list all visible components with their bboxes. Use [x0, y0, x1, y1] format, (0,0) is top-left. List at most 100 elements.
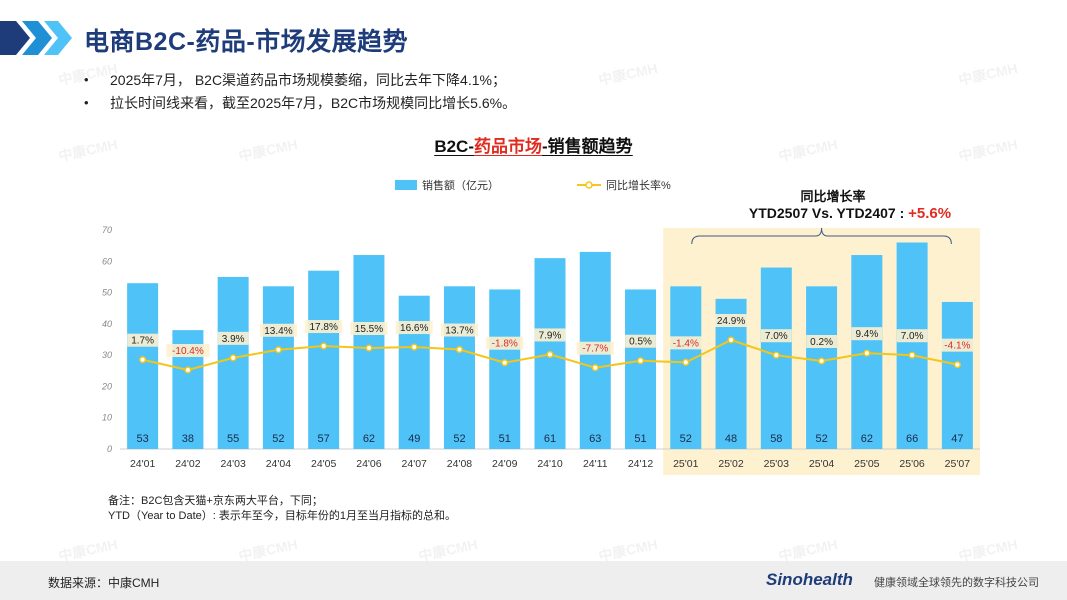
chevron-arrows-icon — [0, 21, 72, 55]
bar-value-label: 62 — [861, 433, 873, 445]
growth-label-bg — [395, 321, 433, 335]
growth-label: 15.5% — [355, 324, 383, 335]
growth-label: 13.4% — [264, 326, 292, 337]
growth-label: 7.0% — [765, 331, 788, 342]
chart-title: B2C-药品市场-销售额趋势 — [434, 137, 633, 156]
growth-label-bg — [712, 314, 750, 327]
growth-label: 16.6% — [400, 323, 428, 334]
legend-line-swatch — [577, 181, 601, 189]
growth-label: -1.4% — [673, 338, 699, 349]
x-tick-label: 25'01 — [673, 458, 699, 470]
bar-value-label: 66 — [906, 433, 918, 445]
y-tick-label: 20 — [101, 381, 112, 391]
bar-24'01 — [127, 283, 159, 449]
data-source: 数据来源：中康CMH — [48, 576, 160, 590]
growth-point-24'11 — [591, 364, 599, 372]
growth-point-24'08 — [455, 345, 464, 354]
chart-legend: 销售额（亿元） 同比增长率% — [395, 177, 671, 193]
brand-tagline: 健康领域全球领先的数字科技公司 — [874, 577, 1039, 589]
bar-25'04 — [806, 286, 838, 449]
growth-label: 1.7% — [131, 336, 154, 347]
bar-24'12 — [625, 289, 657, 449]
growth-point-25'03 — [772, 351, 780, 359]
bar-value-label: 47 — [951, 433, 963, 445]
bar-value-label: 52 — [272, 433, 284, 445]
growth-label-bg — [760, 329, 792, 343]
growth-label: 7.0% — [901, 331, 924, 342]
bar-value-label: 58 — [770, 433, 782, 445]
growth-label-bg — [486, 336, 524, 350]
ytd-bracket — [691, 227, 952, 245]
x-tick-label: 25'07 — [945, 458, 971, 470]
footnote: 备注：B2C包含天猫+京东两大平台，下同； — [108, 495, 323, 507]
growth-point-25'07 — [953, 361, 961, 369]
growth-label: -1.8% — [492, 339, 518, 350]
bar-value-label: 51 — [499, 433, 511, 445]
x-tick-label: 25'04 — [809, 458, 835, 470]
growth-label: -4.1% — [944, 341, 970, 352]
growth-point-24'09 — [501, 359, 509, 367]
growth-label-bg — [350, 321, 388, 335]
bar-24'08 — [443, 286, 475, 449]
x-tick-label: 24'07 — [402, 458, 428, 470]
x-tick-label: 24'09 — [492, 458, 518, 470]
summary-bullets: • 2025年7月， B2C渠道药品市场规模萎缩，同比去年下降4.1%； • 拉长时… — [84, 70, 516, 116]
growth-label: 9.4% — [855, 329, 878, 340]
growth-point-24'04 — [274, 346, 282, 354]
footnote: YTD（Year to Date）: 表示年至今，目标年份的1月至当月指标的总和… — [108, 510, 456, 522]
legend-bar-label: 销售额（亿元） — [422, 180, 499, 192]
y-tick-label: 10 — [102, 413, 112, 423]
ytd-label: 同比增长率 — [800, 189, 866, 204]
bar-24'03 — [217, 276, 249, 449]
x-tick-label: 24'12 — [628, 458, 654, 470]
bar-25'01 — [670, 286, 702, 449]
bar-24'09 — [489, 289, 521, 449]
y-tick-label: 30 — [102, 350, 112, 360]
growth-label-bg — [938, 338, 976, 352]
y-tick-label: 0 — [107, 444, 112, 454]
growth-label: -10.4% — [172, 346, 204, 357]
growth-point-25'04 — [818, 357, 826, 365]
growth-point-24'02 — [184, 366, 192, 374]
y-tick-label: 40 — [102, 319, 112, 329]
growth-label-bg — [534, 328, 566, 342]
x-tick-label: 25'05 — [854, 458, 880, 470]
growth-point-25'05 — [863, 349, 871, 357]
growth-label-bg — [305, 320, 343, 334]
bar-value-label: 51 — [634, 433, 646, 445]
bar-value-label: 49 — [408, 433, 420, 445]
x-tick-label: 24'06 — [356, 458, 382, 470]
y-tick-label: 50 — [102, 288, 112, 298]
bar-24'05 — [308, 270, 340, 449]
growth-label-bg — [896, 329, 928, 343]
growth-point-24'06 — [365, 344, 373, 352]
legend-bar-swatch — [395, 180, 417, 190]
bar-24'04 — [262, 286, 294, 449]
x-tick-label: 24'04 — [266, 458, 292, 470]
bar-value-label: 53 — [137, 433, 149, 445]
page-title: 电商B2C-药品-市场发展趋势 — [84, 28, 409, 56]
growth-label-bg — [127, 333, 159, 347]
x-tick-label: 24'01 — [130, 458, 156, 470]
growth-point-24'03 — [229, 354, 237, 362]
y-tick-label: 60 — [102, 256, 112, 266]
x-tick-label: 24'05 — [311, 458, 337, 470]
growth-label: 0.2% — [810, 337, 833, 348]
bar-value-label: 63 — [589, 433, 601, 445]
growth-label-bg — [440, 323, 478, 337]
growth-point-25'01 — [682, 358, 690, 366]
growth-label-bg — [667, 336, 705, 350]
x-tick-label: 25'03 — [764, 458, 790, 470]
bar-value-label: 52 — [453, 433, 465, 445]
growth-label: 13.7% — [445, 326, 473, 337]
brand-logo: Sinohealth — [766, 570, 853, 589]
growth-label: 17.8% — [310, 322, 338, 333]
bar-24'06 — [353, 255, 385, 449]
legend-line-label: 同比增长率% — [606, 180, 671, 192]
bar-value-label: 62 — [363, 433, 375, 445]
bar-value-label: 55 — [227, 433, 239, 445]
growth-label-bg — [166, 344, 210, 357]
bullet-item: • 2025年7月， B2C渠道药品市场规模萎缩，同比去年下降4.1%； — [84, 72, 506, 88]
growth-label: 24.9% — [717, 316, 745, 327]
